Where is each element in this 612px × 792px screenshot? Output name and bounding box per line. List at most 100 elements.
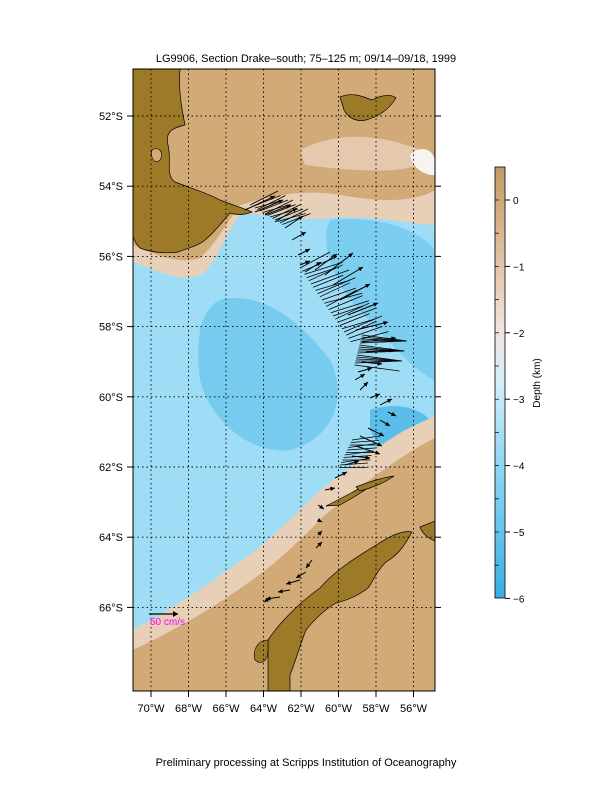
velocity-vector-head <box>342 472 347 476</box>
velocity-vector-head <box>305 249 310 253</box>
velocity-vector <box>252 195 281 207</box>
velocity-vector <box>341 458 370 463</box>
velocity-vector <box>335 302 370 320</box>
land-falkland-islands <box>339 94 397 121</box>
velocity-vector <box>264 204 292 216</box>
velocity-vector <box>272 204 301 219</box>
latitude-labels: 52°S 54°S 56°S 58°S 60°S 62°S 64°S 66°S <box>99 111 123 614</box>
land-island <box>419 520 435 542</box>
velocity-vector-head <box>330 486 335 492</box>
shelf-ridge <box>300 136 424 171</box>
velocity-vector-head <box>306 563 311 568</box>
velocity-vector-head <box>383 320 388 326</box>
velocity-vector <box>321 287 357 301</box>
velocity-vector <box>308 264 343 282</box>
velocity-vector-head <box>391 412 396 416</box>
velocity-vector <box>359 340 406 344</box>
velocity-vector <box>357 350 403 354</box>
colorbar-tick-label: −2 <box>513 329 525 340</box>
velocity-vector <box>244 195 276 211</box>
scale-arrowhead <box>173 611 178 617</box>
velocity-vector <box>299 251 331 269</box>
velocity-vector <box>347 302 379 316</box>
scale-label: 50 cm/s <box>150 617 185 628</box>
velocity-vector-head <box>375 450 380 455</box>
land-south-america <box>133 69 253 254</box>
velocity-vector-head <box>317 518 322 522</box>
velocity-vector <box>328 295 363 310</box>
colorbar-title: Depth (km) <box>532 358 543 407</box>
velocity-vector-head <box>266 596 271 601</box>
depth-colorbar: 0 −1 −2 −3 −4 −5 −6 Depth (km) <box>494 166 543 605</box>
lon-tick-label: 66°W <box>212 703 240 715</box>
lon-tick-label: 58°W <box>362 703 390 715</box>
longitude-labels: 70°W 68°W 66°W 64°W 62°W 60°W 58°W 56°W <box>137 703 427 715</box>
map-title: LG9906, Section Drake–south; 75–125 m; 0… <box>155 53 457 65</box>
velocity-vector <box>339 313 370 326</box>
velocity-vector-head <box>363 382 368 387</box>
velocity-vector <box>274 208 304 221</box>
velocity-vector <box>313 274 344 288</box>
velocity-vector <box>302 256 337 272</box>
velocity-vector <box>259 199 289 212</box>
velocity-vector-head <box>365 284 370 289</box>
lon-tick-label: 64°W <box>250 703 278 715</box>
velocity-vector-head <box>301 232 306 237</box>
velocity-vector-head <box>264 597 269 602</box>
velocity-vector <box>350 331 389 342</box>
velocity-vector <box>267 204 296 216</box>
land-channel <box>151 148 163 162</box>
colorbar-tick-label: −5 <box>513 528 525 539</box>
velocity-vector-head <box>319 504 324 509</box>
lat-tick-label: 62°S <box>99 462 123 474</box>
velocity-vector-head <box>358 267 363 272</box>
velocity-vector-head <box>377 442 382 447</box>
velocity-vector-head <box>278 589 283 594</box>
velocity-vector <box>279 208 309 224</box>
velocity-vector <box>254 199 284 213</box>
velocity-vector <box>355 321 389 331</box>
velocity-vector-head <box>317 542 322 547</box>
footer-credit: Preliminary processing at Scripps Instit… <box>155 757 457 769</box>
velocity-vector <box>326 290 357 307</box>
abyssal-plain <box>198 298 338 451</box>
colorbar-ticks: 0 −1 −2 −3 −4 −5 −6 <box>495 196 525 605</box>
velocity-vector-head <box>367 367 372 372</box>
lat-tick-label: 64°S <box>99 532 123 544</box>
velocity-vector <box>348 326 383 339</box>
velocity-vector-head <box>286 580 291 585</box>
velocity-vector <box>343 315 383 333</box>
map-frame <box>132 68 436 692</box>
velocity-scale: 50 cm/s <box>149 611 185 628</box>
velocity-vector <box>282 213 311 225</box>
colorbar-tick-label: −1 <box>513 262 525 273</box>
velocity-vector <box>344 450 373 456</box>
abyssal-plain <box>326 219 435 380</box>
lat-tick-label: 56°S <box>99 251 123 263</box>
graticule <box>133 69 435 691</box>
velocity-vector <box>319 282 350 298</box>
velocity-vector-head <box>379 432 384 436</box>
velocity-vector <box>346 320 377 336</box>
lon-tick-label: 68°W <box>175 703 203 715</box>
velocity-vector <box>264 199 294 215</box>
velocity-vector <box>337 308 376 323</box>
lon-tick-label: 56°W <box>400 703 428 715</box>
lat-tick-label: 54°S <box>99 181 123 193</box>
colorbar-tick-label: −3 <box>513 395 525 406</box>
velocity-vector <box>343 455 372 458</box>
velocity-vector-head <box>348 253 353 258</box>
velocity-vectors <box>244 190 408 603</box>
velocity-vector <box>330 300 369 314</box>
velocity-vector <box>324 292 363 304</box>
land-antarctic-peninsula <box>267 531 413 691</box>
colorbar-tick-label: 0 <box>513 196 519 207</box>
velocity-vector-head <box>375 393 380 398</box>
velocity-vector <box>350 440 379 443</box>
velocity-vector <box>332 266 364 286</box>
colorbar-tick-label: −6 <box>513 594 525 605</box>
velocity-vector-head <box>385 421 390 426</box>
velocity-vector <box>339 462 369 466</box>
velocity-vector <box>304 262 343 275</box>
velocity-vector-head <box>332 254 337 259</box>
